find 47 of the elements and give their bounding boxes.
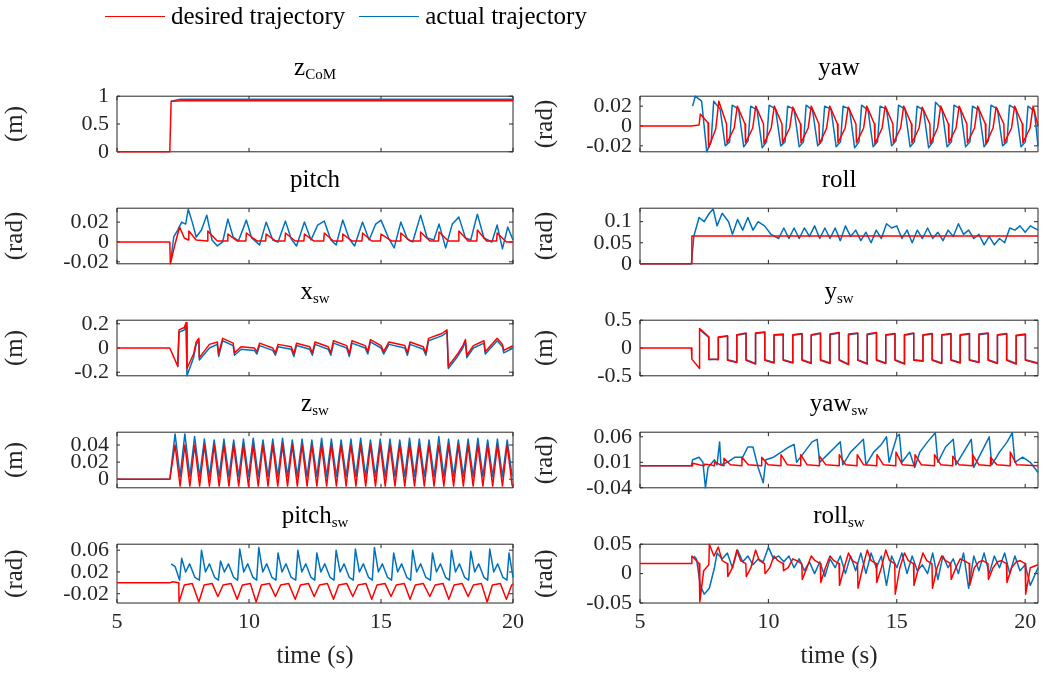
legend-label: actual trajectory <box>425 2 587 30</box>
x-tick-label: 10 <box>757 607 780 633</box>
y-axis-title: (rad) <box>529 549 558 598</box>
x-tick-label: 20 <box>502 607 524 633</box>
chart-title: z$_{sw}$ <box>300 389 330 418</box>
y-tick-label: 1 <box>98 81 109 107</box>
chart-title: y$_{sw}$ <box>823 277 855 306</box>
y-axis-title: (m) <box>0 441 28 479</box>
chart-title: roll$_{sw}$ <box>812 501 866 530</box>
y-tick-label: 0.06 <box>593 422 632 448</box>
y-axis-title: (m) <box>0 329 28 367</box>
x-tick-label: 20 <box>1014 607 1037 633</box>
x-tick-label: 5 <box>634 607 646 633</box>
y-tick-label: 0.01 <box>593 448 632 474</box>
y-tick-label: 0.2 <box>81 309 109 335</box>
legend-label: desired trajectory <box>171 2 346 30</box>
x-axis-title: time (s) <box>276 640 354 669</box>
y-axis-title: (rad) <box>529 211 558 261</box>
y-tick-label: -0.05 <box>586 588 632 614</box>
y-axis-title: (rad) <box>529 99 558 149</box>
chart-title: roll <box>820 165 858 192</box>
chart-title: yaw$_{sw}$ <box>808 389 870 418</box>
y-tick-label: -0.2 <box>74 357 109 383</box>
y-tick-label: 0 <box>621 333 632 359</box>
chart-title: pitch <box>289 165 341 192</box>
y-axis-title: (m) <box>529 329 558 367</box>
chart-title: x$_{sw}$ <box>299 277 331 306</box>
y-tick-label: -0.04 <box>586 473 632 499</box>
chart-title: yaw <box>817 53 861 80</box>
x-tick-label: 5 <box>111 607 123 633</box>
x-tick-label: 15 <box>885 607 908 633</box>
y-tick-label: 0.5 <box>81 109 109 135</box>
x-tick-label: 10 <box>238 607 260 633</box>
x-axis-title: time (s) <box>800 640 878 669</box>
x-tick-label: 15 <box>370 607 392 633</box>
y-axis-title: (rad) <box>0 549 28 598</box>
y-tick-label: 0.5 <box>604 305 632 331</box>
y-tick-label: 0 <box>621 559 632 585</box>
y-tick-label: -0.5 <box>597 361 632 387</box>
y-axis-title: (rad) <box>0 211 28 261</box>
chart-title: pitch$_{sw}$ <box>280 501 350 530</box>
chart-title: z$_{CoM}$ <box>293 53 337 82</box>
y-axis-title: (rad) <box>529 435 558 485</box>
y-tick-label: 0 <box>98 137 109 163</box>
y-tick-label: 0 <box>98 333 109 359</box>
y-axis-title: (m) <box>0 105 28 143</box>
y-tick-label: 0.05 <box>593 529 632 555</box>
